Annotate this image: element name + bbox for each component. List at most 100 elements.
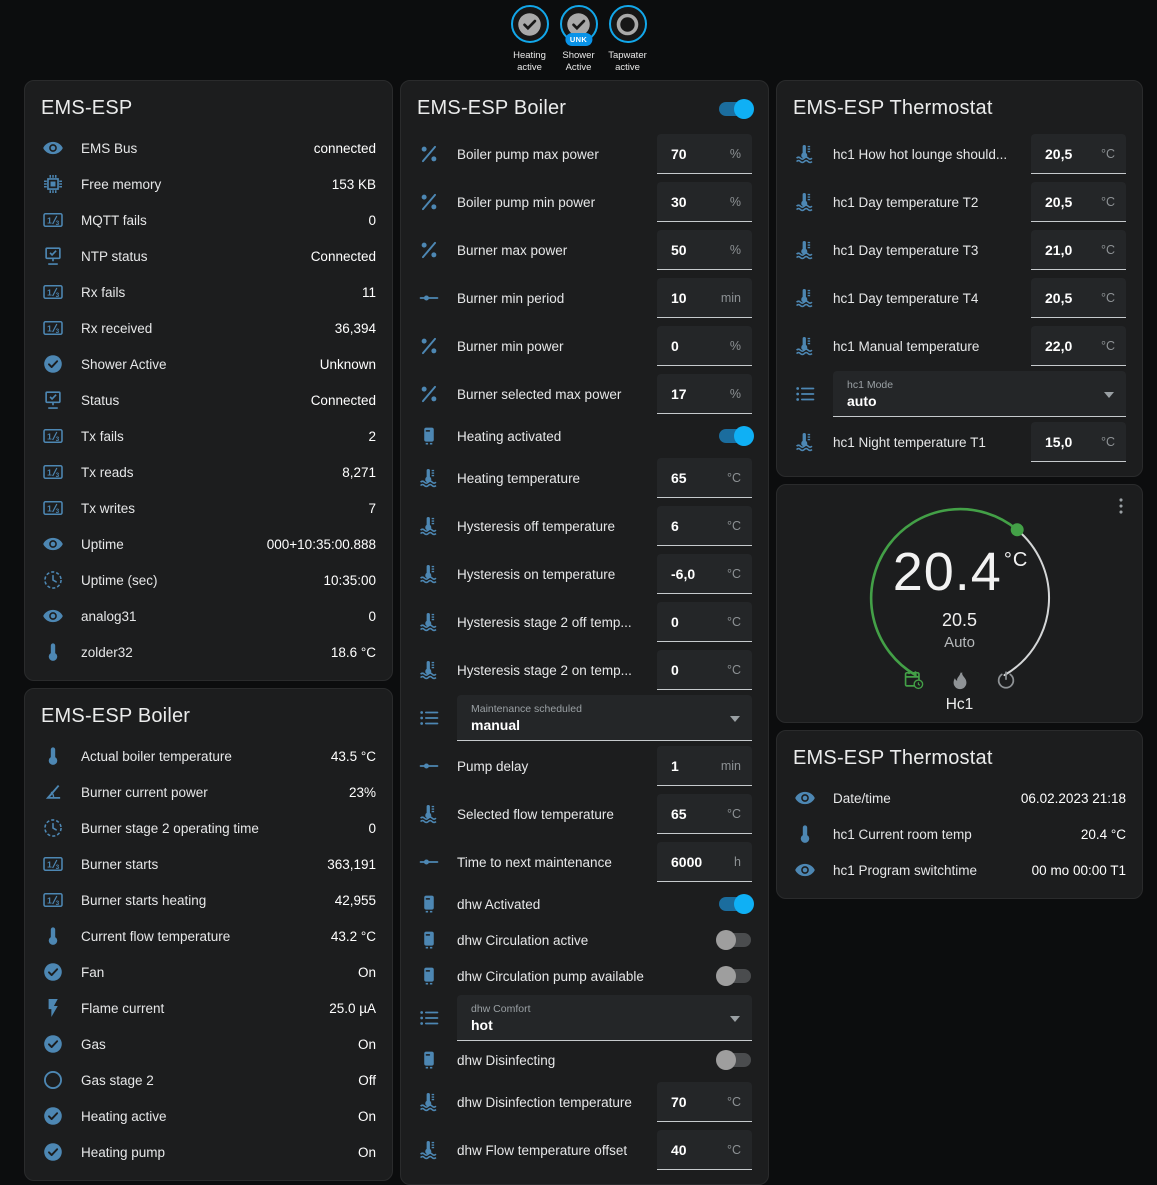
number-input-hysteresis-stage-2-off-temp[interactable]: 0 °C — [657, 602, 752, 642]
list-icon — [417, 1006, 441, 1030]
dots-vertical-icon[interactable] — [1110, 495, 1132, 517]
row-label: hc1 Day temperature T3 — [833, 242, 979, 258]
svg-text:1: 1 — [47, 287, 52, 297]
number-input-boiler-pump-min-power[interactable]: 30% — [657, 182, 752, 222]
input-value: 6000 — [671, 853, 703, 870]
toggle-dhw-circulation-pump-available[interactable] — [716, 966, 752, 986]
row-burner-selected-max-power: Burner selected max power 17% — [417, 370, 752, 418]
row-value: 11 — [361, 284, 376, 300]
number-input-selected-flow-temperature[interactable]: 65 °C — [657, 794, 752, 834]
boiler-power-toggle[interactable] — [718, 98, 754, 119]
row-label: Hysteresis stage 2 off temp... — [457, 614, 632, 630]
row-label: dhw Flow temperature offset — [457, 1142, 628, 1158]
coolant-icon — [417, 658, 441, 682]
number-input-burner-max-power[interactable]: 50% — [657, 230, 752, 270]
clock-icon — [41, 816, 65, 840]
coolant-icon — [417, 514, 441, 538]
row-label: Status — [81, 392, 120, 408]
lan-icon — [41, 388, 65, 412]
select-hc1-mode[interactable]: hc1 Mode auto — [833, 371, 1126, 417]
dial-handle[interactable] — [1010, 523, 1024, 537]
calendar-clock-icon[interactable] — [903, 669, 925, 691]
number-input-boiler-pump-max-power[interactable]: 70% — [657, 134, 752, 174]
badge-heating-active[interactable]: Heating active — [508, 5, 552, 80]
row-label: Selected flow temperature — [457, 806, 614, 822]
svg-text:3: 3 — [56, 472, 60, 479]
number-input-hysteresis-stage-2-on-temp[interactable]: 0 °C — [657, 650, 752, 690]
number-input-burner-selected-max-power[interactable]: 17% — [657, 374, 752, 414]
row-label: Uptime (sec) — [81, 572, 158, 588]
select-value: auto — [847, 392, 877, 409]
number-input-dhw-flow-temperature-offset[interactable]: 40 °C — [657, 1130, 752, 1170]
badge-label: Shower Active — [562, 50, 595, 73]
badge-tapwater-active[interactable]: Tapwater active — [606, 5, 650, 80]
svg-text:1: 1 — [47, 431, 52, 441]
number-input-hc1-day-temperature-t3[interactable]: 21,0 °C — [1031, 230, 1126, 270]
input-unit: % — [729, 194, 741, 209]
number-input-hc1-day-temperature-t2[interactable]: 20,5 °C — [1031, 182, 1126, 222]
row-label: Current flow temperature — [81, 928, 231, 944]
card-thermostat-info: EMS-ESP Thermostat Date/time 06.02.2023 2… — [776, 730, 1143, 899]
row-hc1-day-temperature-t3: hc1 Day temperature T3 21,0 °C — [793, 226, 1126, 274]
row-value: 7 — [368, 500, 376, 516]
check-circle-icon: UNK — [559, 5, 598, 46]
toggle-dhw-circulation-active[interactable] — [716, 930, 752, 950]
card-boiler-controls: EMS-ESP Boiler Boiler pump max power 70% B… — [400, 80, 769, 1185]
input-value: 10 — [671, 289, 687, 306]
row-value: 363,191 — [327, 856, 376, 872]
number-input-burner-min-power[interactable]: 0% — [657, 326, 752, 366]
row-current-flow-temperature: Current flow temperature 43.2 °C — [41, 918, 376, 954]
row-label: dhw Circulation active — [457, 932, 589, 948]
number-input-heating-temperature[interactable]: 65 °C — [657, 458, 752, 498]
select-value: manual — [471, 716, 521, 733]
row-value: 0 — [368, 820, 376, 836]
input-unit: °C — [1100, 434, 1115, 449]
row-value: 2 — [368, 428, 376, 444]
number-input-hc1-night-temperature-t1[interactable]: 15,0 °C — [1031, 422, 1126, 462]
list-icon — [417, 706, 441, 730]
select-dhw-comfort[interactable]: dhw Comfort hot — [457, 995, 752, 1041]
number-input-hc1-manual-temperature[interactable]: 22,0 °C — [1031, 326, 1126, 366]
heater-icon — [417, 892, 441, 916]
input-unit: % — [729, 338, 741, 353]
number-input-pump-delay[interactable]: 1 min — [657, 746, 752, 786]
row-hc1-night-temperature-t1: hc1 Night temperature T1 15,0 °C — [793, 418, 1126, 466]
card-boiler-sensors: EMS-ESP Boiler Actual boiler temperature… — [24, 688, 393, 1181]
row-hc1-current-room-temp: hc1 Current room temp 20.4 °C — [793, 816, 1126, 852]
number-input-hysteresis-off-temperature[interactable]: 6 °C — [657, 506, 752, 546]
fire-icon[interactable] — [949, 669, 971, 691]
number-input-time-to-next-maintenance[interactable]: 6000 h — [657, 842, 752, 882]
input-value: 6 — [671, 517, 679, 534]
number-input-hysteresis-on-temperature[interactable]: -6,0 °C — [657, 554, 752, 594]
power-icon[interactable] — [995, 669, 1017, 691]
select-maintenance-scheduled[interactable]: Maintenance scheduled manual — [457, 695, 752, 741]
toggle-dhw-activated[interactable] — [718, 894, 754, 914]
number-input-hc1-day-temperature-t4[interactable]: 20,5 °C — [1031, 278, 1126, 318]
row-label: MQTT fails — [81, 212, 147, 228]
input-value: 1 — [671, 757, 679, 774]
input-unit: °C — [1100, 290, 1115, 305]
card-title: EMS-ESP — [41, 97, 133, 119]
toggle-heating-activated[interactable] — [718, 426, 754, 446]
input-unit: °C — [726, 470, 741, 485]
row-label: Heating pump — [81, 1144, 166, 1160]
card-title: EMS-ESP Boiler — [417, 97, 567, 119]
row-gas: Gas On — [41, 1026, 376, 1062]
select-label: Maintenance scheduled — [471, 702, 582, 715]
row-heating-pump: Heating pump On — [41, 1134, 376, 1170]
row-label: Free memory — [81, 176, 162, 192]
eye-icon — [793, 786, 817, 810]
badge-shower-active[interactable]: UNK Shower Active — [557, 5, 601, 80]
thermostat-name: Hc1 — [945, 696, 974, 713]
row-ems-bus: EMS Bus connected — [41, 130, 376, 166]
svg-text:3: 3 — [56, 508, 60, 515]
check-circle-icon — [41, 1032, 65, 1056]
coolant-icon — [417, 802, 441, 826]
number-input-hc1-how-hot-lounge-should[interactable]: 20,5 °C — [1031, 134, 1126, 174]
thermostat-dial-arc[interactable] — [855, 493, 1065, 693]
coolant-icon — [793, 142, 817, 166]
toggle-dhw-disinfecting[interactable] — [716, 1050, 752, 1070]
number-input-burner-min-period[interactable]: 10 min — [657, 278, 752, 318]
row-label: analog31 — [81, 608, 137, 624]
number-input-dhw-disinfection-temperature[interactable]: 70 °C — [657, 1082, 752, 1122]
